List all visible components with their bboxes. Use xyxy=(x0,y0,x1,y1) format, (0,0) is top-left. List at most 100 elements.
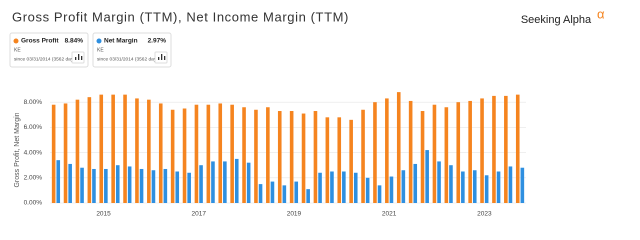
bar xyxy=(170,109,175,203)
bar xyxy=(147,99,151,203)
legend-name: Net Margin xyxy=(104,38,138,45)
bar xyxy=(63,103,68,203)
bar xyxy=(294,181,299,203)
bar xyxy=(218,103,223,203)
bar xyxy=(337,117,342,203)
bar xyxy=(223,161,227,203)
bar xyxy=(51,104,56,203)
bar xyxy=(425,150,429,203)
bar xyxy=(80,167,84,203)
bar xyxy=(277,111,282,203)
legend-name: Gross Profit xyxy=(21,38,59,45)
bar xyxy=(206,104,211,203)
chart-icon-bar xyxy=(158,57,160,60)
bar xyxy=(230,104,234,203)
bar xyxy=(139,168,144,203)
chart-icon-bar xyxy=(161,54,163,60)
bar xyxy=(420,111,425,203)
legend-value: 8.84% xyxy=(65,38,84,45)
bar xyxy=(472,170,477,203)
bar xyxy=(182,108,187,203)
y-tick-label: 2.00% xyxy=(24,175,43,182)
bar xyxy=(75,99,80,203)
bar xyxy=(504,95,508,203)
bar xyxy=(199,165,203,203)
bar xyxy=(151,170,156,203)
chart-icon-bar xyxy=(164,56,166,60)
bar xyxy=(449,165,453,203)
legend-dot xyxy=(96,38,102,44)
x-tick-label: 2017 xyxy=(192,211,207,218)
brand: Seeking Alpha xyxy=(521,14,592,26)
bar xyxy=(389,176,394,203)
bar xyxy=(318,172,322,203)
legend-ticker: KE xyxy=(14,47,21,53)
bar xyxy=(468,100,472,203)
bar xyxy=(258,184,263,203)
bar xyxy=(234,158,239,203)
chart: Gross Profit Margin (TTM), Net Income Ma… xyxy=(9,6,605,218)
bar xyxy=(349,119,353,203)
chart-icon-bar xyxy=(81,56,83,60)
bar xyxy=(401,170,406,203)
y-tick-label: 6.00% xyxy=(24,124,43,131)
y-tick-label: 8.00% xyxy=(24,99,43,106)
legend-since: since 03/31/2014 (3562 days) xyxy=(14,56,78,62)
bar xyxy=(515,94,520,203)
bar xyxy=(456,102,461,203)
bar xyxy=(353,172,358,203)
chart-icon-bar xyxy=(78,54,80,60)
bar xyxy=(396,92,401,203)
y-tick-label: 4.00% xyxy=(24,149,43,156)
bar xyxy=(270,181,275,203)
bar xyxy=(342,171,346,203)
legend-since: since 03/31/2014 (3562 days) xyxy=(97,56,161,62)
bar xyxy=(123,94,127,203)
bar xyxy=(246,162,251,203)
bar xyxy=(104,168,108,203)
bar xyxy=(408,100,413,203)
bar xyxy=(282,185,287,203)
bar xyxy=(211,161,215,203)
legend-ticker: KE xyxy=(97,47,104,53)
bar xyxy=(115,165,120,203)
brand-mark: α xyxy=(597,6,605,21)
bar xyxy=(92,168,96,203)
x-tick-label: 2015 xyxy=(96,211,111,218)
chart-icon-bar xyxy=(75,57,77,60)
chart-title: Gross Profit Margin (TTM), Net Income Ma… xyxy=(12,9,349,24)
bar xyxy=(437,161,441,203)
bar xyxy=(325,117,330,203)
bar xyxy=(306,189,310,203)
bar xyxy=(56,160,61,203)
legend-card xyxy=(92,32,172,68)
bar xyxy=(461,171,465,203)
bar xyxy=(254,109,258,203)
bar xyxy=(508,166,513,203)
bar xyxy=(444,107,449,203)
bar xyxy=(520,167,525,203)
x-tick-label: 2019 xyxy=(287,211,302,218)
bar xyxy=(484,175,489,203)
bar xyxy=(313,111,318,203)
bar xyxy=(373,102,377,203)
bar xyxy=(111,94,115,203)
bar xyxy=(413,163,418,203)
bar xyxy=(365,177,370,203)
bar xyxy=(127,166,132,203)
bar xyxy=(242,107,246,203)
bar xyxy=(99,94,104,203)
bar xyxy=(163,168,168,203)
bar xyxy=(175,171,180,203)
x-tick-label: 2023 xyxy=(477,211,492,218)
bar xyxy=(377,185,382,203)
bar xyxy=(496,171,501,203)
bar xyxy=(289,111,294,203)
bar xyxy=(361,109,365,203)
bar xyxy=(385,98,389,203)
y-tick-label: 0.00% xyxy=(24,200,43,207)
bar xyxy=(330,171,334,203)
bar xyxy=(492,95,496,203)
bar xyxy=(158,103,163,203)
bar xyxy=(135,98,139,203)
